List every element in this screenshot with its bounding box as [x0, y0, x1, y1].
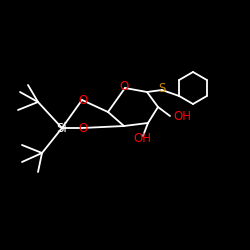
Text: O: O [78, 94, 88, 106]
Text: S: S [158, 82, 166, 96]
Text: OH: OH [133, 132, 151, 144]
Text: O: O [78, 122, 88, 134]
Text: O: O [120, 80, 128, 94]
Text: OH: OH [173, 110, 191, 122]
Text: Si: Si [56, 122, 68, 134]
